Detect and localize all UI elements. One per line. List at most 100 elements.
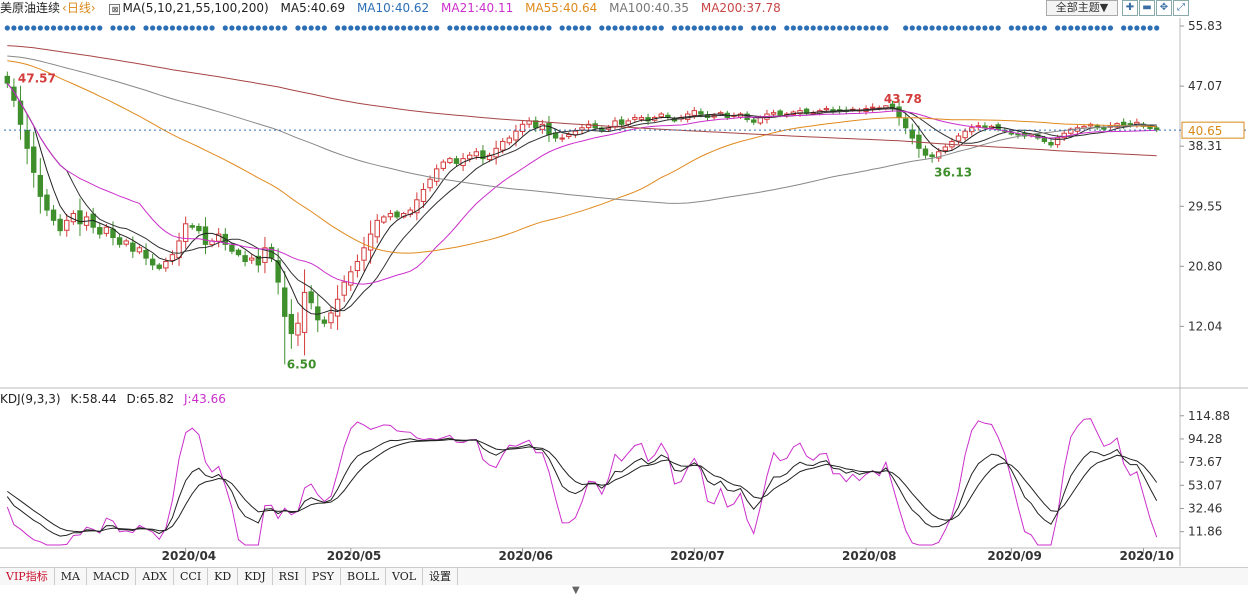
event-dot (883, 25, 889, 31)
event-dot (566, 25, 572, 31)
candle-body (242, 255, 248, 263)
event-dot (480, 25, 486, 31)
candle-body (1008, 132, 1015, 135)
event-dot (486, 25, 493, 31)
period-label[interactable]: ‹日线› (62, 1, 96, 15)
candle-body (698, 111, 704, 115)
date-tick-label: 2020/09 (987, 549, 1041, 563)
candle-body (691, 110, 697, 116)
ma-settings-icon[interactable]: ⊠ (109, 4, 121, 15)
event-dot (374, 25, 380, 31)
event-dot (130, 25, 136, 31)
event-dot (962, 25, 968, 31)
event-dot (50, 25, 57, 31)
event-dot (870, 25, 876, 31)
candle-body (1054, 137, 1061, 146)
last-price-tag (1181, 121, 1245, 139)
kdj-label: KDJ(9,3,3) (0, 392, 61, 406)
kdj-tick-label: 94.28 (1188, 432, 1222, 446)
toolbar-item-vol[interactable]: VOL (386, 568, 424, 585)
candle-body (519, 123, 526, 132)
candle-body (249, 257, 255, 261)
event-dot (810, 25, 816, 31)
candle-body (149, 258, 156, 266)
event-dot (513, 25, 519, 31)
candle-body (414, 199, 420, 214)
price-tick-label: 38.31 (1188, 139, 1222, 153)
toolbar-item-ma[interactable]: MA (55, 568, 87, 585)
event-dot (493, 25, 499, 31)
candle-body (513, 130, 519, 141)
zoom-out-icon[interactable]: ▬ (1139, 0, 1155, 16)
event-dot (301, 25, 308, 31)
ma200-value: MA200:37.78 (700, 1, 781, 15)
event-dot (1061, 25, 1067, 31)
ma200-line (7, 45, 1157, 157)
candle-body (427, 178, 433, 189)
event-dot (922, 25, 929, 31)
event-dot (407, 25, 413, 31)
collapse-arrow-icon[interactable]: ▼ (572, 585, 580, 596)
event-dot (467, 25, 473, 31)
event-dot (308, 25, 314, 31)
candle-body (189, 225, 195, 228)
event-dot (823, 25, 830, 31)
candle-body (97, 227, 103, 235)
event-dot (1081, 25, 1087, 31)
event-dot (17, 25, 24, 31)
symbol-name[interactable]: 美原油连续 (0, 1, 61, 15)
candle-body (486, 154, 493, 161)
toolbar-item-vip指标[interactable]: VIP指标 (0, 568, 55, 585)
event-dot (579, 25, 585, 31)
event-dot (117, 25, 123, 31)
candle-body (334, 298, 341, 317)
kdj-d-line (7, 438, 1158, 533)
candle-body (381, 216, 387, 223)
ma21-value: MA21:40.11 (441, 1, 514, 15)
event-dot (638, 25, 645, 31)
candle-body (282, 287, 288, 317)
toolbar-item-psy[interactable]: PSY (306, 568, 342, 585)
candle-body (566, 134, 572, 137)
indicator-toolbar: VIP指标 MA MACD ADX CCI KD KDJ RSI PSY BOLL VOL 设置 (0, 567, 1248, 585)
candle-body (288, 313, 295, 335)
toolbar-item-boll[interactable]: BOLL (341, 568, 386, 585)
event-dot (1041, 25, 1047, 31)
toolbar-item-kd[interactable]: KD (208, 568, 239, 585)
event-dot (1021, 25, 1028, 31)
theme-dropdown-button[interactable]: 全部主题▼ (1046, 0, 1118, 16)
event-dot (97, 25, 103, 31)
fullscreen-icon[interactable]: ⤢ (1173, 0, 1189, 16)
candle-body (420, 188, 427, 202)
price-tick-label: 29.55 (1188, 199, 1222, 213)
candle-body (936, 151, 942, 159)
candle-body (473, 151, 480, 157)
toolbar-item-adx[interactable]: ADX (136, 568, 174, 585)
move-icon[interactable]: ✥ (1156, 0, 1172, 16)
candle-body (1041, 137, 1048, 142)
event-dot (790, 25, 796, 31)
candle-body (50, 209, 57, 221)
date-tick-label: 2020/08 (842, 549, 896, 563)
event-dot (295, 25, 301, 31)
zoom-in-icon[interactable]: ✚ (1122, 0, 1138, 16)
toolbar-item-设置[interactable]: 设置 (423, 568, 459, 585)
event-dot (460, 25, 466, 31)
toolbar-item-kdj[interactable]: KDJ (238, 568, 273, 585)
event-dot (876, 25, 882, 31)
event-dot (189, 25, 195, 31)
toolbar-item-rsi[interactable]: RSI (273, 568, 306, 585)
candle-body (64, 219, 70, 231)
event-dot (718, 25, 724, 31)
candle-body (929, 154, 935, 158)
event-dot (1015, 25, 1021, 31)
toolbar-item-cci[interactable]: CCI (174, 568, 209, 585)
candle-body (123, 240, 129, 245)
candle-body (143, 249, 149, 259)
candle-body (1048, 142, 1054, 146)
event-dot (856, 25, 863, 31)
candle-body (533, 120, 539, 129)
event-dot (1055, 25, 1061, 31)
toolbar-item-macd[interactable]: MACD (87, 568, 137, 585)
